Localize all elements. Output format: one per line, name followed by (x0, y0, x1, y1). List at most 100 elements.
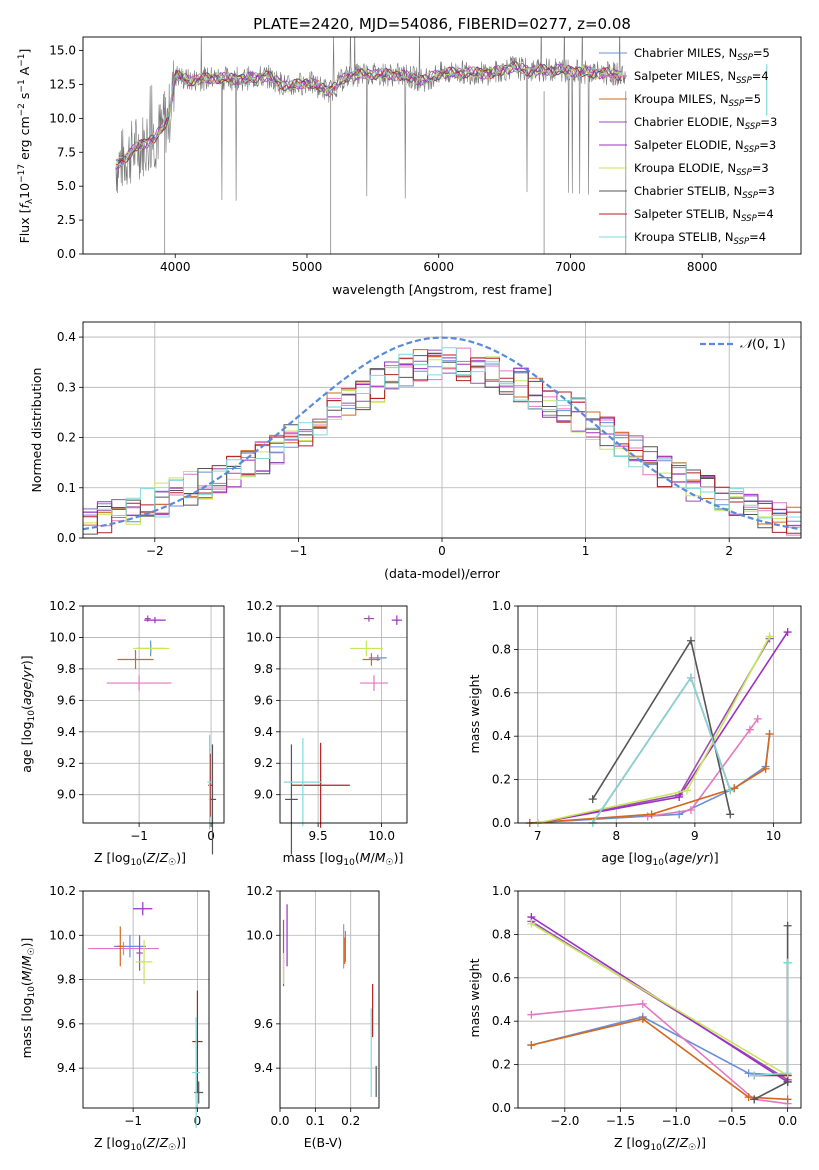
y-tick-label: 9.8 (57, 662, 76, 676)
axes-frame (82, 890, 210, 1109)
y-tick-label: 9.6 (254, 693, 273, 707)
weight-marker (750, 1095, 759, 1104)
weight-marker (686, 673, 695, 682)
y-tick-label: 0.0 (57, 531, 76, 545)
y-tick-label: 12.5 (49, 77, 76, 91)
x-tick-label: −1 (124, 1114, 142, 1128)
hist-legend: 𝒩(0, 1) (700, 336, 786, 351)
histogram-series (83, 347, 801, 519)
y-tick-label: 0.4 (492, 1014, 511, 1028)
x-tick-label: 9.5 (309, 829, 328, 843)
y-tick-label: 0.2 (492, 1058, 511, 1072)
y-tick-label: 0.4 (492, 729, 511, 743)
y-tick-label: 0.8 (492, 927, 511, 941)
x-tick-label: 1 (582, 544, 590, 558)
weight-series-line (531, 1018, 788, 1101)
massE-xlabel: E(B-V) (304, 1135, 343, 1150)
weight-marker (726, 786, 735, 795)
y-tick-label: 9.8 (57, 973, 76, 987)
y-tick-label: 0.3 (57, 380, 76, 394)
y-tick-label: 7.5 (57, 145, 76, 159)
weight-marker (783, 1095, 792, 1104)
x-tick-label: −2 (146, 544, 164, 558)
x-tick-label: 8 (612, 829, 620, 843)
legend-label: Chabrier ELODIE, NSSP=3 (634, 115, 777, 132)
age-vs-Z-panel: −1 0 9.0 9.2 9.4 9.6 9.8 10.0 10.2 (49, 599, 225, 855)
y-tick-label: 9.2 (57, 756, 76, 770)
x-tick-label: 0 (438, 544, 446, 558)
weight-marker (744, 1093, 753, 1102)
spectrum-legend: Chabrier MILES, NSSP=5 Salpeter MILES, NS… (599, 46, 777, 247)
y-tick-label: 0.6 (492, 971, 511, 985)
weight-series-line (530, 922, 789, 1077)
x-tick-label: −1 (290, 544, 308, 558)
y-tick-label: 9.2 (254, 756, 273, 770)
x-tick-label: 2 (725, 544, 733, 558)
legend-label: Salpeter MILES, NSSP=4 (634, 69, 769, 86)
legend-count: =4 (757, 207, 774, 221)
y-tick-label: 9.4 (254, 725, 273, 739)
y-tick-label: 10.0 (49, 111, 76, 125)
axes-frame (82, 36, 802, 255)
legend-label: Kroupa STELIB, NSSP=4 (634, 230, 766, 247)
legend-subscript: SSP (734, 237, 750, 247)
x-tick-label: 7 (534, 829, 542, 843)
legend-count: =3 (758, 184, 775, 198)
spectrum-xlabel: wavelength [Angstrom, rest frame] (332, 282, 552, 297)
weight-marker (638, 1015, 647, 1024)
chart-title: PLATE=2420, MJD=54086, FIBERID=0277, z=0… (253, 15, 631, 33)
y-tick-label: 10.0 (49, 630, 76, 644)
legend-count: =5 (753, 46, 770, 60)
histogram-steps (83, 336, 801, 536)
x-tick-label: 0.2 (341, 1114, 360, 1128)
y-tick-label: 2.5 (57, 213, 76, 227)
legend-subscript: SSP (745, 122, 761, 132)
y-tick-label: 9.6 (57, 1017, 76, 1031)
spectrum-model-line (115, 61, 623, 167)
x-tick-label: 4000 (160, 260, 191, 274)
weight-marker (753, 714, 762, 723)
y-tick-label: 9.4 (57, 725, 76, 739)
x-tick-label: −1.0 (662, 1114, 691, 1128)
legend-count: =3 (760, 115, 777, 129)
spectrum-model-line (115, 62, 622, 170)
axes-frame (279, 890, 380, 1109)
spectrum-data-line (115, 37, 626, 201)
weight-vs-Z-panel: −2.0 −1.5 −1.0 −0.5 0.0 0.0 0.2 0.4 0.6 0.8 1.0 (492, 884, 802, 1128)
weight-marker (638, 999, 647, 1008)
weight-marker (527, 1010, 536, 1019)
legend-label: Chabrier MILES, NSSP=5 (634, 46, 770, 63)
x-tick-label: 10.0 (368, 829, 395, 843)
y-tick-label: 9.0 (254, 788, 273, 802)
weight-series-line (529, 733, 771, 824)
spectrum-model-line (115, 63, 622, 169)
legend-subscript: SSP (741, 214, 757, 224)
spectrum-lines (115, 37, 768, 254)
y-tick-label: 0.0 (492, 816, 511, 830)
x-tick-label: 0.0 (270, 1114, 289, 1128)
legend-count: =5 (744, 92, 761, 106)
y-tick-label: 9.6 (254, 1017, 273, 1031)
x-tick-label: 8000 (687, 260, 718, 274)
x-tick-label: 5000 (292, 260, 323, 274)
y-tick-label: 10.2 (49, 599, 76, 613)
weight-marker (783, 628, 792, 637)
y-tick-label: 0.0 (57, 247, 76, 261)
x-tick-label: −1.5 (606, 1114, 635, 1128)
legend-count: =4 (752, 69, 769, 83)
y-tick-label: 0.6 (492, 686, 511, 700)
weight-series-line (537, 638, 771, 824)
massZ-xlabel: Z [log10(Z/Z☉)] (94, 1135, 186, 1153)
spectrum-model-line (115, 61, 622, 162)
weight-series-line (537, 636, 771, 824)
y-tick-label: 0.4 (57, 330, 76, 344)
weight-marker (783, 1069, 792, 1078)
spectrum-panel: 4000 5000 6000 7000 8000 0.0 2.5 5.0 7.5 10.0 12.5… (49, 36, 802, 274)
axes-frame (82, 605, 225, 824)
y-tick-label: 1.0 (492, 884, 511, 898)
weight-marker (686, 636, 695, 645)
wZ-ylabel: mass weight (467, 958, 482, 1037)
weight-marker (783, 958, 792, 967)
weight-marker (744, 1069, 753, 1078)
